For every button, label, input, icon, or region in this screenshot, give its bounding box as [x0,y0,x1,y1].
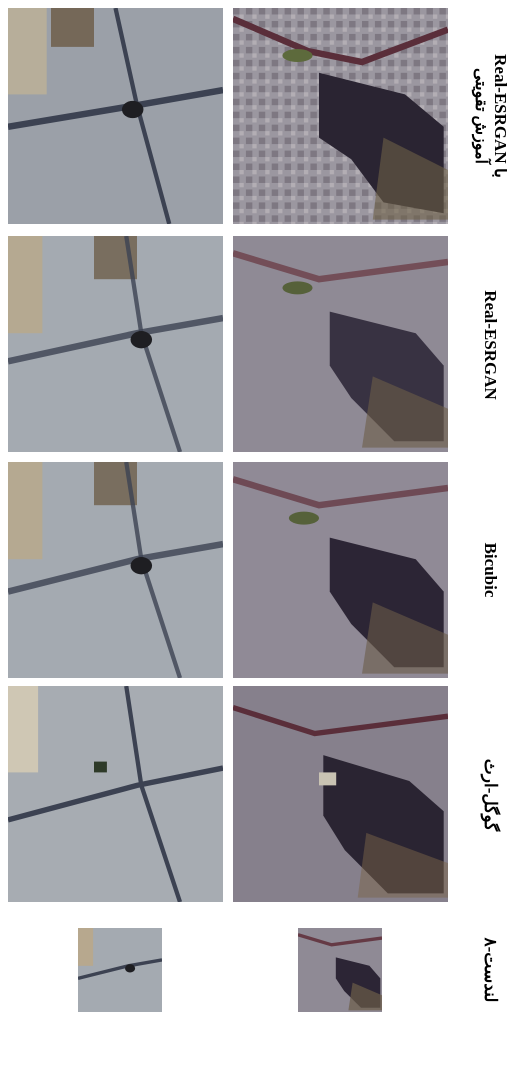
label-esrgan: Real-ESRGAN [481,290,500,400]
label-esrgan-trained: Real-ESRGAN با آموزش تقویتی [470,16,507,216]
label-landsat8: لندست-۸ [481,937,500,1003]
image-bicubic-city [233,462,448,678]
image-google-earth-urban [8,686,223,902]
label-esrgan-trained-line2: آموزش تقویتی [472,68,489,164]
image-google-earth-city [233,686,448,902]
image-esrgan-trained-city [233,8,448,224]
label-google-earth: گوگل-ارث [481,758,500,832]
image-esrgan-city [233,236,448,452]
label-bicubic: Bicubic [481,542,500,598]
image-esrgan-urban [8,236,223,452]
image-landsat8-urban [78,928,162,1012]
label-esrgan-trained-line1: Real-ESRGAN با [491,54,507,178]
image-landsat8-city [298,928,382,1012]
image-esrgan-trained-urban [8,8,223,224]
image-bicubic-urban [8,462,223,678]
